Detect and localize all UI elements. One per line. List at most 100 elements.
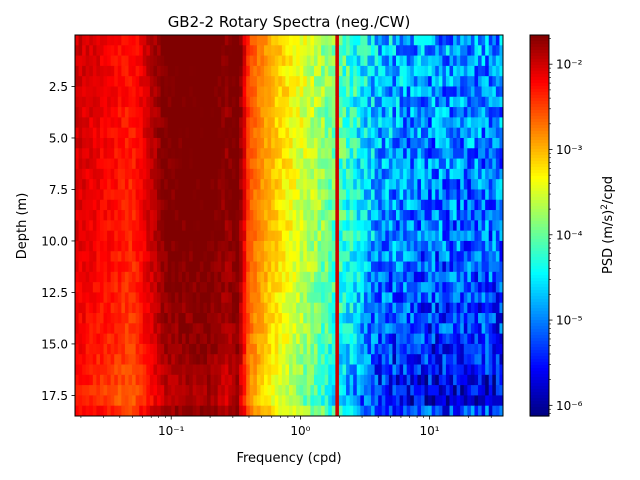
heatmap-cell (85, 117, 90, 129)
heatmap-cell (281, 148, 286, 160)
heatmap-cell (328, 374, 333, 386)
heatmap-cell (132, 240, 137, 252)
heatmap-cell (463, 374, 468, 386)
heatmap-cell (139, 251, 144, 263)
heatmap-cell (185, 405, 190, 417)
heatmap-cell (253, 168, 258, 180)
heatmap-cell (89, 117, 94, 129)
heatmap-cell (495, 364, 500, 376)
heatmap-cell (114, 127, 119, 139)
colorbar-segment (530, 98, 549, 102)
heatmap-cell (488, 354, 493, 366)
heatmap-cell (285, 323, 290, 335)
heatmap-cell (146, 65, 151, 77)
heatmap-cell (75, 374, 80, 386)
heatmap-cell (460, 55, 465, 67)
heatmap-cell (157, 385, 162, 396)
heatmap-cell (289, 210, 294, 221)
heatmap-cell (75, 323, 80, 335)
heatmap-cell (114, 251, 119, 263)
heatmap-cell (367, 395, 372, 407)
heatmap-cell (488, 137, 493, 149)
heatmap-cell (289, 117, 294, 129)
heatmap-cell (289, 168, 294, 180)
heatmap-cell (146, 405, 151, 417)
heatmap-cell (481, 35, 486, 46)
colorbar-segment (530, 386, 549, 390)
heatmap-cell (114, 158, 119, 170)
heatmap-cell (246, 179, 251, 190)
heatmap-cell (192, 86, 197, 98)
heatmap-cell (338, 189, 343, 201)
heatmap-cell (492, 55, 497, 67)
heatmap-cell (399, 230, 404, 242)
heatmap-cell (392, 261, 397, 273)
heatmap-cell (160, 220, 165, 232)
heatmap-cell (317, 251, 322, 263)
colorbar-segment (530, 224, 549, 228)
heatmap-cell (310, 55, 315, 67)
heatmap-cell (460, 405, 465, 417)
heatmap-cell (399, 35, 404, 46)
heatmap-cell (374, 240, 379, 252)
heatmap-cell (149, 364, 154, 376)
heatmap-cell (78, 343, 83, 355)
heatmap-cell (78, 385, 83, 396)
heatmap-cell (292, 137, 297, 149)
heatmap-cell (242, 137, 247, 149)
heatmap-cell (210, 271, 215, 283)
heatmap-cell (253, 385, 258, 396)
heatmap-cell (310, 323, 315, 335)
heatmap-cell (346, 385, 351, 396)
heatmap-cell (346, 65, 351, 77)
heatmap-cell (135, 282, 140, 293)
heatmap-cell (271, 323, 276, 335)
heatmap-cell (453, 86, 458, 98)
heatmap-cell (149, 158, 154, 170)
heatmap-cell (135, 96, 140, 108)
heatmap-cell (492, 127, 497, 139)
heatmap-cell (296, 333, 301, 345)
heatmap-cell (356, 323, 361, 335)
heatmap-cell (75, 86, 80, 98)
colorbar-frame (529, 34, 550, 417)
heatmap-cell (342, 240, 347, 252)
heatmap-cell (435, 354, 440, 366)
heatmap-cell (142, 343, 147, 355)
heatmap-cell (78, 271, 83, 283)
heatmap-cell (413, 127, 418, 139)
heatmap-cell (310, 65, 315, 77)
heatmap-cell (360, 251, 365, 263)
heatmap-cell (224, 323, 229, 335)
heatmap-cell (356, 302, 361, 314)
heatmap-cell (164, 364, 169, 376)
colorbar-segment (530, 362, 549, 366)
heatmap-cell (385, 302, 390, 314)
heatmap-cell (171, 240, 176, 252)
heatmap-cell (499, 96, 504, 108)
heatmap-cell (167, 302, 172, 314)
heatmap-cell (267, 137, 272, 149)
heatmap-cell (160, 230, 165, 242)
heatmap-cell (428, 230, 433, 242)
heatmap-cell (328, 385, 333, 396)
heatmap-cell (249, 117, 254, 129)
heatmap-cell (481, 395, 486, 407)
heatmap-cell (470, 199, 475, 211)
heatmap-cell (256, 117, 261, 129)
heatmap-cell (199, 292, 204, 304)
heatmap-cell (467, 261, 472, 273)
heatmap-cell (139, 220, 144, 232)
heatmap-cell (331, 333, 336, 345)
heatmap-cell (456, 395, 461, 407)
heatmap-cell (96, 158, 101, 170)
heatmap-cell (374, 395, 379, 407)
heatmap-cell (278, 220, 283, 232)
heatmap-cell (289, 76, 294, 87)
heatmap-cell (139, 385, 144, 396)
heatmap-cell (110, 302, 115, 314)
heatmap-cell (99, 251, 105, 263)
heatmap-cell (374, 86, 379, 98)
heatmap-cell (442, 168, 447, 180)
heatmap-cell (499, 117, 504, 129)
